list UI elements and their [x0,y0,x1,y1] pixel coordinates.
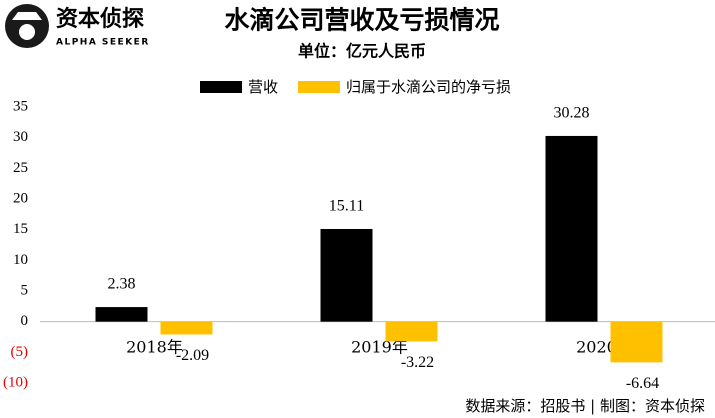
legend-swatch [200,81,242,93]
logo-face [19,24,35,40]
y-tick-label: 10 [13,252,28,268]
bar [95,307,148,322]
bar [610,321,663,363]
y-tick-label: (5) [11,344,29,360]
y-tick-label: 20 [13,190,28,206]
y-tick-label: 5 [21,282,29,298]
x-tick-label: 2018年 [126,338,183,357]
y-tick-label: (10) [3,374,28,390]
y-tick-label: 35 [13,98,28,114]
logo-name: 资本侦探 [56,6,144,32]
logo-tagline: ALPHA SEEKER [56,38,150,48]
chart-subtitle: 单位：亿元人民币 [298,42,426,61]
bar [160,321,213,335]
logo: 资本侦探 ALPHA SEEKER [5,4,150,48]
legend-label: 归属于水滴公司的净亏损 [346,78,511,96]
y-tick-label: 0 [21,313,29,329]
legend-label: 营收 [248,78,278,96]
data-label: -2.09 [176,347,209,364]
y-tick-label: 25 [13,160,28,176]
y-tick-label: 15 [13,221,28,237]
bar [320,228,373,322]
x-tick-label: 2019年 [351,338,408,357]
data-label: -6.64 [626,375,659,392]
y-tick-label: 30 [13,129,28,145]
data-label: -3.22 [401,354,434,371]
bar [385,321,438,342]
chart-title: 水滴公司营收及亏损情况 [224,6,499,35]
data-label: 15.11 [329,198,364,215]
legend-swatch [298,81,340,93]
source-note: 数据来源：招股书 | 制图：资本侦探 [465,397,705,415]
data-label: 2.38 [108,276,136,293]
data-label: 30.28 [554,105,590,122]
logo-hat [12,12,42,20]
bar [545,135,598,322]
